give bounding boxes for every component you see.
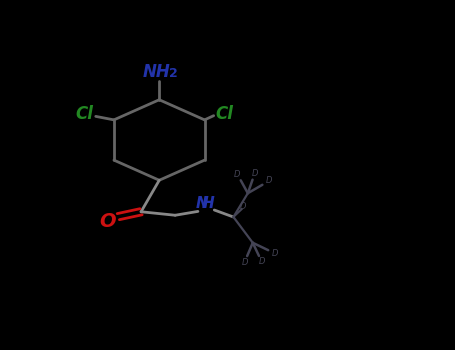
Text: D: D	[234, 170, 241, 179]
Text: NH: NH	[143, 63, 171, 81]
Text: Cl: Cl	[76, 105, 93, 122]
Text: D: D	[252, 169, 258, 178]
Text: 2: 2	[169, 67, 178, 80]
Text: D: D	[241, 258, 248, 267]
Text: D: D	[266, 176, 272, 186]
Text: H: H	[202, 196, 215, 211]
Text: Cl: Cl	[216, 105, 233, 122]
Text: N: N	[196, 196, 209, 211]
Text: D: D	[272, 249, 278, 258]
Text: D: D	[240, 202, 247, 211]
Text: D: D	[258, 257, 265, 266]
Text: O: O	[100, 212, 116, 231]
